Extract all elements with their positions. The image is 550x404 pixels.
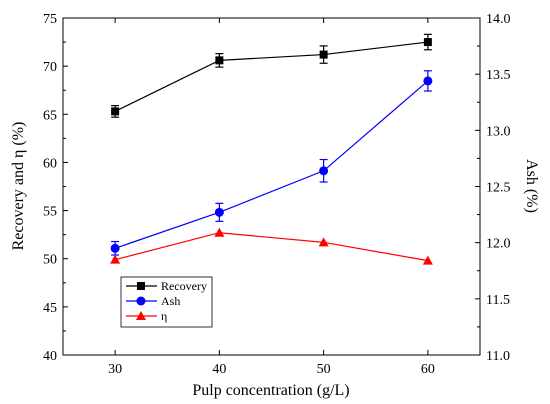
series-line: [114, 80, 429, 249]
y-right-tick-label: 13.5: [486, 68, 511, 83]
data-point: [214, 207, 224, 217]
legend-marker: [136, 296, 146, 306]
data-point: [215, 56, 224, 65]
data-point: [319, 166, 329, 176]
y-right-tick-label: 11.0: [486, 349, 510, 364]
series-line: [114, 41, 428, 112]
x-tick-label: 60: [421, 362, 435, 377]
legend-label: η: [161, 309, 167, 323]
y-left-tick-label: 40: [43, 349, 57, 364]
x-tick-label: 50: [317, 362, 331, 377]
legend-item-ash: Ash: [126, 294, 180, 308]
legend-marker: [137, 282, 145, 290]
y-axis-title-left: Recovery and η (%): [10, 122, 27, 251]
y-left-tick-label: 50: [43, 253, 57, 268]
y-left-tick-label: 75: [43, 12, 57, 27]
y-right-tick-label: 12.5: [486, 181, 511, 196]
legend-marker: [136, 311, 146, 320]
y-left-tick-label: 65: [43, 108, 57, 123]
y-left-tick-label: 60: [43, 156, 57, 171]
data-point: [110, 243, 120, 253]
legend-item-eta: η: [126, 309, 167, 323]
y-left-tick-label: 70: [43, 60, 57, 75]
legend-label: Recovery: [161, 279, 207, 293]
legend-box: [120, 276, 213, 328]
y-right-tick-label: 13.0: [486, 124, 511, 139]
y-axis-title-right: Ash (%): [523, 159, 540, 213]
series: [110, 33, 433, 265]
y-left-tick-label: 45: [43, 301, 57, 316]
data-point: [214, 227, 225, 237]
series-line: [114, 232, 428, 262]
series-ash: [110, 70, 433, 256]
data-point: [111, 107, 120, 116]
y-right-tick-label: 14.0: [486, 12, 511, 27]
legend-item-recovery: Recovery: [126, 279, 207, 293]
ticks: 30 40 50 60 40 45 50 55 60 65 70 75 11.0 11.5 12.0 12.5…: [43, 12, 511, 377]
x-tick-label: 40: [212, 362, 226, 377]
series-eta: [110, 227, 433, 265]
data-point: [110, 254, 121, 264]
x-tick-label: 30: [108, 362, 122, 377]
y-right-tick-label: 12.0: [486, 237, 511, 252]
series-recovery: [111, 33, 432, 118]
x-axis-title: Pulp concentration (g/L): [192, 382, 349, 399]
y-left-tick-label: 55: [43, 205, 57, 220]
data-point: [422, 255, 433, 265]
y-right-tick-label: 11.5: [486, 293, 510, 308]
data-point: [319, 50, 328, 59]
data-point: [423, 38, 432, 47]
data-point: [318, 237, 329, 247]
data-point: [423, 76, 433, 86]
legend-label: Ash: [161, 294, 180, 308]
